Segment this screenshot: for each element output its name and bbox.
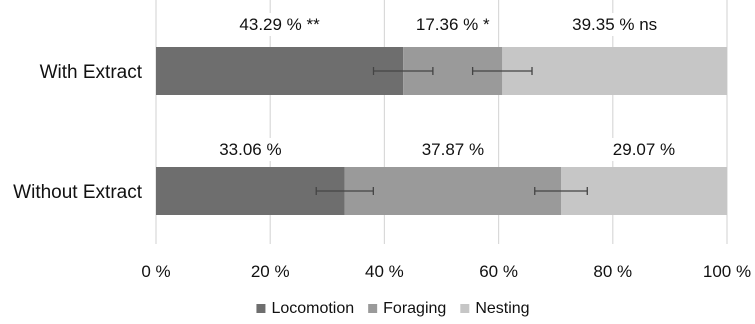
data-label-bg (233, 13, 327, 36)
data-label-bg (566, 13, 664, 36)
bar-locomotion-0 (156, 47, 404, 95)
data-label-bg (606, 138, 682, 161)
x-tick-label: 20 % (251, 262, 290, 281)
bar-nesting-1 (561, 167, 727, 215)
x-tick-label: 80 % (593, 262, 632, 281)
data-label-bg (415, 138, 491, 161)
legend-swatch (460, 304, 470, 313)
data-label: 29.07 % (613, 140, 675, 159)
data-label-bg (409, 13, 496, 36)
data-labels: 43.29 % ** 17.36 % * 39.35 % ns 33.06 % 37.8… (213, 13, 682, 161)
legend-swatch (368, 304, 378, 313)
legend-swatch (256, 304, 266, 313)
category-label: With Extract (40, 62, 143, 83)
legend-label: Nesting (475, 300, 529, 317)
legend-label: Locomotion (271, 300, 354, 317)
x-tick-label: 40 % (365, 262, 404, 281)
legend-label: Foraging (383, 300, 446, 317)
bar-locomotion-1 (156, 167, 345, 215)
category-label: Without Extract (13, 182, 143, 203)
bar-group (156, 47, 727, 215)
x-tick-label: 0 % (141, 262, 170, 281)
legend-item: Nesting (460, 300, 530, 317)
legend: Locomotion Foraging Nesting (256, 300, 530, 317)
data-label: 37.87 % (422, 140, 484, 159)
error-bars (315, 67, 588, 195)
bar-foraging-1 (344, 167, 562, 215)
x-axis-ticks: 0 % 20 % 40 % 60 % 80 % 100 % (141, 262, 751, 281)
x-tick-label: 60 % (479, 262, 518, 281)
data-label-bg (213, 138, 288, 161)
category-labels: With Extract Without Extract (13, 62, 143, 203)
data-label: 17.36 % * (416, 15, 490, 34)
data-label: 39.35 % ns (572, 15, 657, 34)
data-label: 33.06 % (219, 140, 281, 159)
x-tick-label: 100 % (703, 262, 751, 281)
data-label: 43.29 % ** (239, 15, 320, 34)
bar-nesting-0 (502, 47, 727, 95)
legend-item: Locomotion (256, 300, 354, 317)
legend-item: Foraging (368, 300, 446, 317)
